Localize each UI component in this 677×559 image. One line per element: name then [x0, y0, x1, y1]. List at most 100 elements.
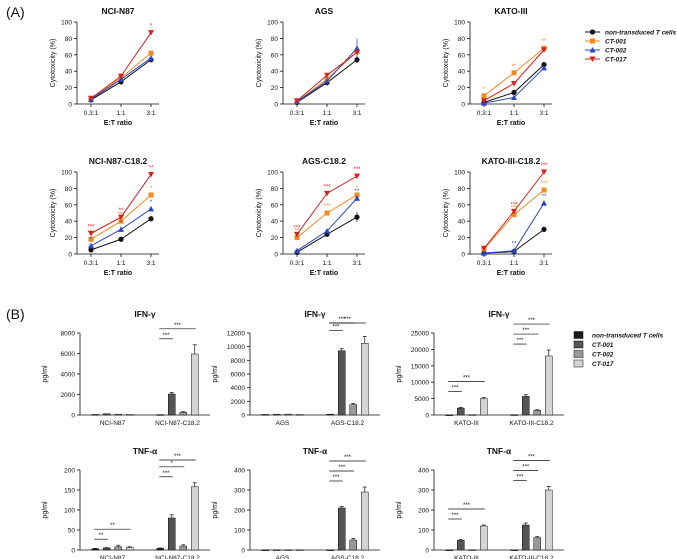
- bar-bar_ct017: [191, 353, 199, 416]
- panel-a-label: (A): [6, 4, 25, 20]
- x-tick-label: 1:1: [322, 260, 331, 267]
- y-axis-label: pg/ml: [396, 501, 403, 519]
- data-point-ct002: [511, 94, 517, 100]
- x-tick-label: 3:1: [352, 110, 361, 117]
- significance-label: *: [120, 220, 123, 226]
- bar-chart-2: IFN-γ 0 2000 4000 6000 8000 10000 12000 pg/ml AGS…: [212, 309, 380, 427]
- y-tick-label: 100: [234, 528, 245, 535]
- data-point-ct017: [481, 98, 487, 104]
- group-label: AGS: [276, 420, 290, 427]
- data-point-ct017: [354, 49, 360, 56]
- x-axis-label: E:T ratio: [497, 120, 525, 127]
- significance-label: *: [150, 186, 153, 192]
- data-point-ct001: [118, 218, 124, 224]
- y-tick-label: 12000: [227, 331, 245, 338]
- y-tick-label: 60: [65, 202, 73, 209]
- bar-bar_non: [445, 549, 453, 551]
- bar-bar_ct017: [545, 355, 553, 416]
- y-axis-label: Cytotoxicity (%): [50, 189, 57, 238]
- y-tick-label: 0: [71, 413, 75, 420]
- significance-label: ***: [162, 333, 170, 339]
- x-tick-label: 0.3:1: [290, 260, 305, 267]
- y-tick-label: 0: [274, 102, 278, 109]
- data-point-ct017: [118, 73, 124, 80]
- significance-label: *: [150, 200, 153, 206]
- data-point-ct001: [354, 192, 360, 198]
- y-tick-label: 200: [234, 508, 245, 515]
- y-tick-label: 25000: [411, 331, 429, 338]
- y-tick-label: 80: [458, 36, 466, 43]
- data-point-ct001: [481, 93, 487, 99]
- significance-label: **: [110, 523, 115, 529]
- data-point-ct017: [324, 72, 330, 79]
- y-tick-label: 40: [271, 219, 279, 226]
- chart-title: IFN-γ: [134, 309, 156, 319]
- legend-marker-ct002: [589, 47, 596, 53]
- data-point-ct001: [511, 212, 517, 218]
- y-tick-label: 40: [65, 219, 73, 226]
- data-point-ct002: [324, 78, 330, 84]
- x-axis-label: E:T ratio: [104, 270, 132, 277]
- x-tick-label: 0.3:1: [84, 260, 99, 267]
- group-label: AGS: [276, 555, 290, 559]
- y-tick-label: 60: [65, 52, 73, 59]
- y-tick-label: 0: [274, 252, 278, 259]
- legend-label: non-transduced T cells: [605, 30, 677, 37]
- significance-label: ***: [344, 317, 352, 323]
- y-tick-label: 20: [271, 85, 279, 92]
- x-tick-label: 0.3:1: [477, 110, 492, 117]
- line-chart-1: NCI-N87 0 20 40 60 80 100 0.3:1 1:1 3:1 E:T ratio C…: [50, 6, 159, 127]
- data-point-ct002: [511, 247, 517, 254]
- significance-label: ***: [338, 317, 346, 323]
- y-tick-label: 40: [458, 69, 466, 76]
- group-label: NCI-N87: [100, 420, 126, 427]
- significance-label: **: [542, 39, 547, 45]
- significance-label: ***: [344, 455, 352, 461]
- data-point-ct002: [148, 205, 154, 212]
- significance-label: **: [99, 533, 104, 539]
- significance-label: **: [149, 165, 154, 171]
- bar-bar_ct017: [480, 398, 488, 416]
- line-chart-4: NCI-N87-C18.2 0 20 40 60 80 100 0.3:1 1:1 3:1 E:T …: [50, 156, 159, 277]
- significance-label: **: [295, 229, 300, 235]
- y-tick-label: 6000: [231, 372, 246, 379]
- chart-title: NCI-N87-C18.2: [89, 156, 148, 166]
- data-point-non: [541, 62, 547, 68]
- bar-bar_ct001: [273, 549, 281, 551]
- y-tick-label: 200: [418, 508, 429, 515]
- y-tick-label: 0: [241, 548, 245, 555]
- significance-label: ***: [323, 184, 331, 190]
- significance-label: ***: [451, 386, 459, 392]
- data-point-ct002: [541, 200, 547, 206]
- chart-title: KATO-III-C18.2: [482, 156, 541, 166]
- legend-marker-ct001: [590, 38, 595, 44]
- group-label: KATO-III: [454, 420, 479, 427]
- bar-bar_ct017: [126, 414, 134, 416]
- line-chart-6: KATO-III-C18.2 0 20 40 60 80 100 0.3:1 1:1 3:1 E:T…: [443, 156, 552, 277]
- y-axis-label: Cytotoxicity (%): [256, 189, 263, 238]
- x-axis-label: E:T ratio: [310, 120, 338, 127]
- x-tick-label: 0.3:1: [84, 110, 99, 117]
- y-tick-label: 10000: [227, 344, 245, 351]
- bar-bar_ct002: [179, 545, 187, 551]
- chart-title: AGS-C18.2: [302, 156, 346, 166]
- x-tick-label: 1:1: [509, 260, 518, 267]
- data-point-ct017: [88, 231, 94, 237]
- bar-bar_ct001: [273, 413, 281, 416]
- data-point-ct017: [148, 171, 154, 178]
- y-tick-label: 8000: [61, 331, 76, 338]
- data-point-non: [148, 216, 154, 222]
- legend-a: non-transduced T cells CT-001 CT-002 CT-017: [585, 29, 677, 64]
- data-point-ct002: [118, 226, 124, 232]
- y-tick-label: 10000: [411, 380, 429, 387]
- y-tick-label: 80: [65, 36, 73, 43]
- y-tick-label: 0: [425, 548, 429, 555]
- y-tick-label: 100: [418, 528, 429, 535]
- data-point-ct017: [511, 208, 517, 215]
- significance-label: ***: [451, 513, 459, 519]
- y-tick-label: 2000: [61, 392, 76, 399]
- legend-swatch-bar_ct017: [573, 359, 584, 368]
- data-point-ct017: [354, 173, 360, 180]
- group-label: KATO-III-C18.2: [509, 420, 554, 427]
